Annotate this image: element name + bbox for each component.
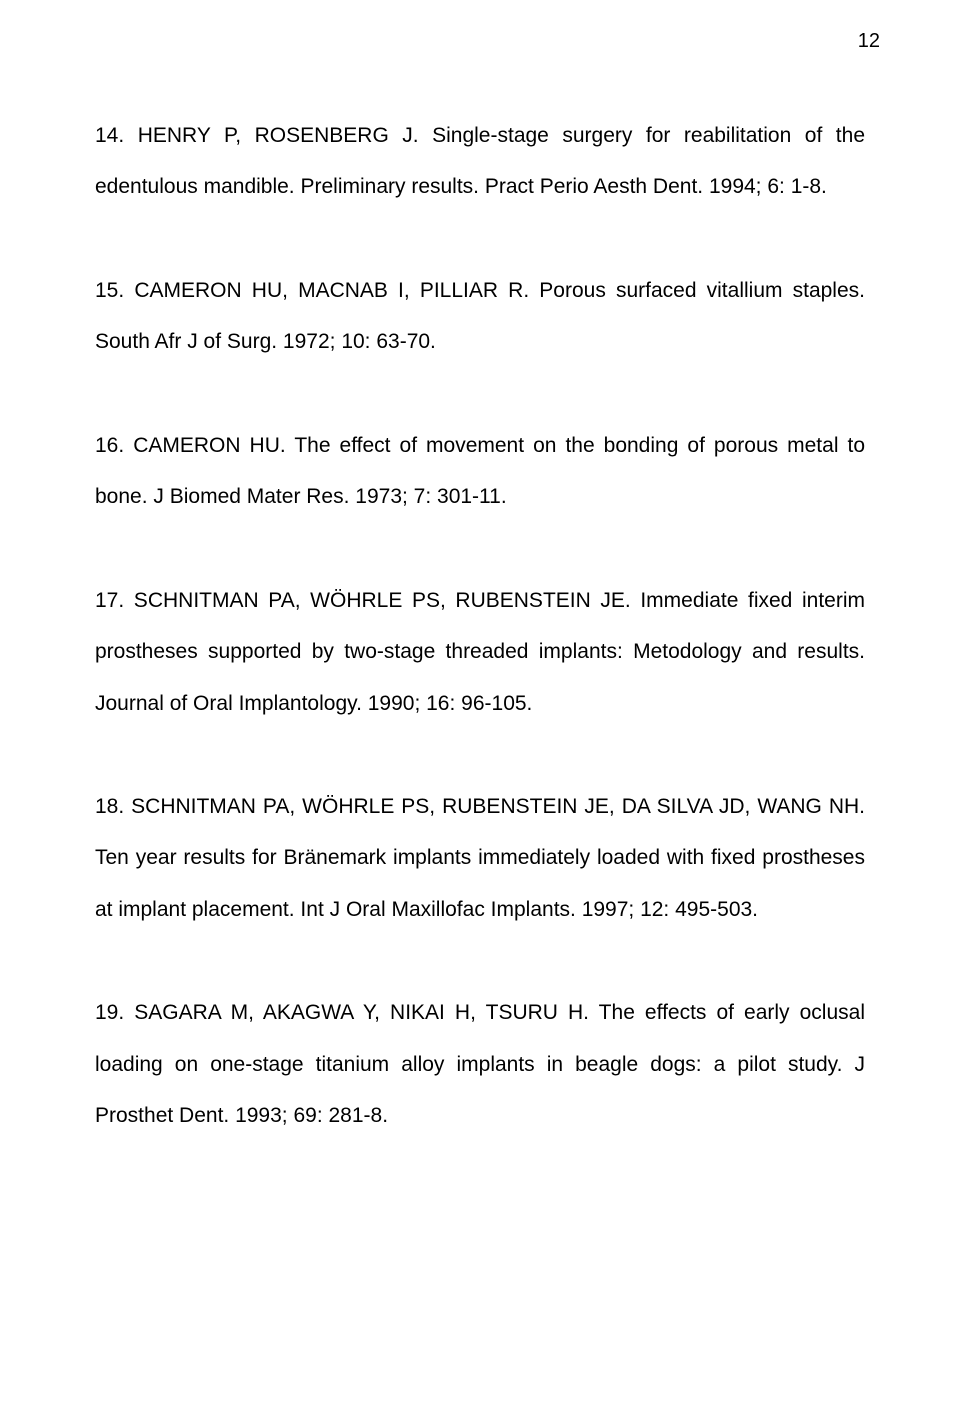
- reference-item: 16. CAMERON HU. The effect of movement o…: [95, 420, 865, 523]
- reference-item: 17. SCHNITMAN PA, WÖHRLE PS, RUBENSTEIN …: [95, 575, 865, 729]
- references-list: 14. HENRY P, ROSENBERG J. Single-stage s…: [0, 0, 960, 1202]
- page-number: 12: [858, 30, 880, 53]
- reference-item: 19. SAGARA M, AKAGWA Y, NIKAI H, TSURU H…: [95, 987, 865, 1141]
- reference-item: 18. SCHNITMAN PA, WÖHRLE PS, RUBENSTEIN …: [95, 781, 865, 935]
- reference-item: 15. CAMERON HU, MACNAB I, PILLIAR R. Por…: [95, 265, 865, 368]
- reference-item: 14. HENRY P, ROSENBERG J. Single-stage s…: [95, 110, 865, 213]
